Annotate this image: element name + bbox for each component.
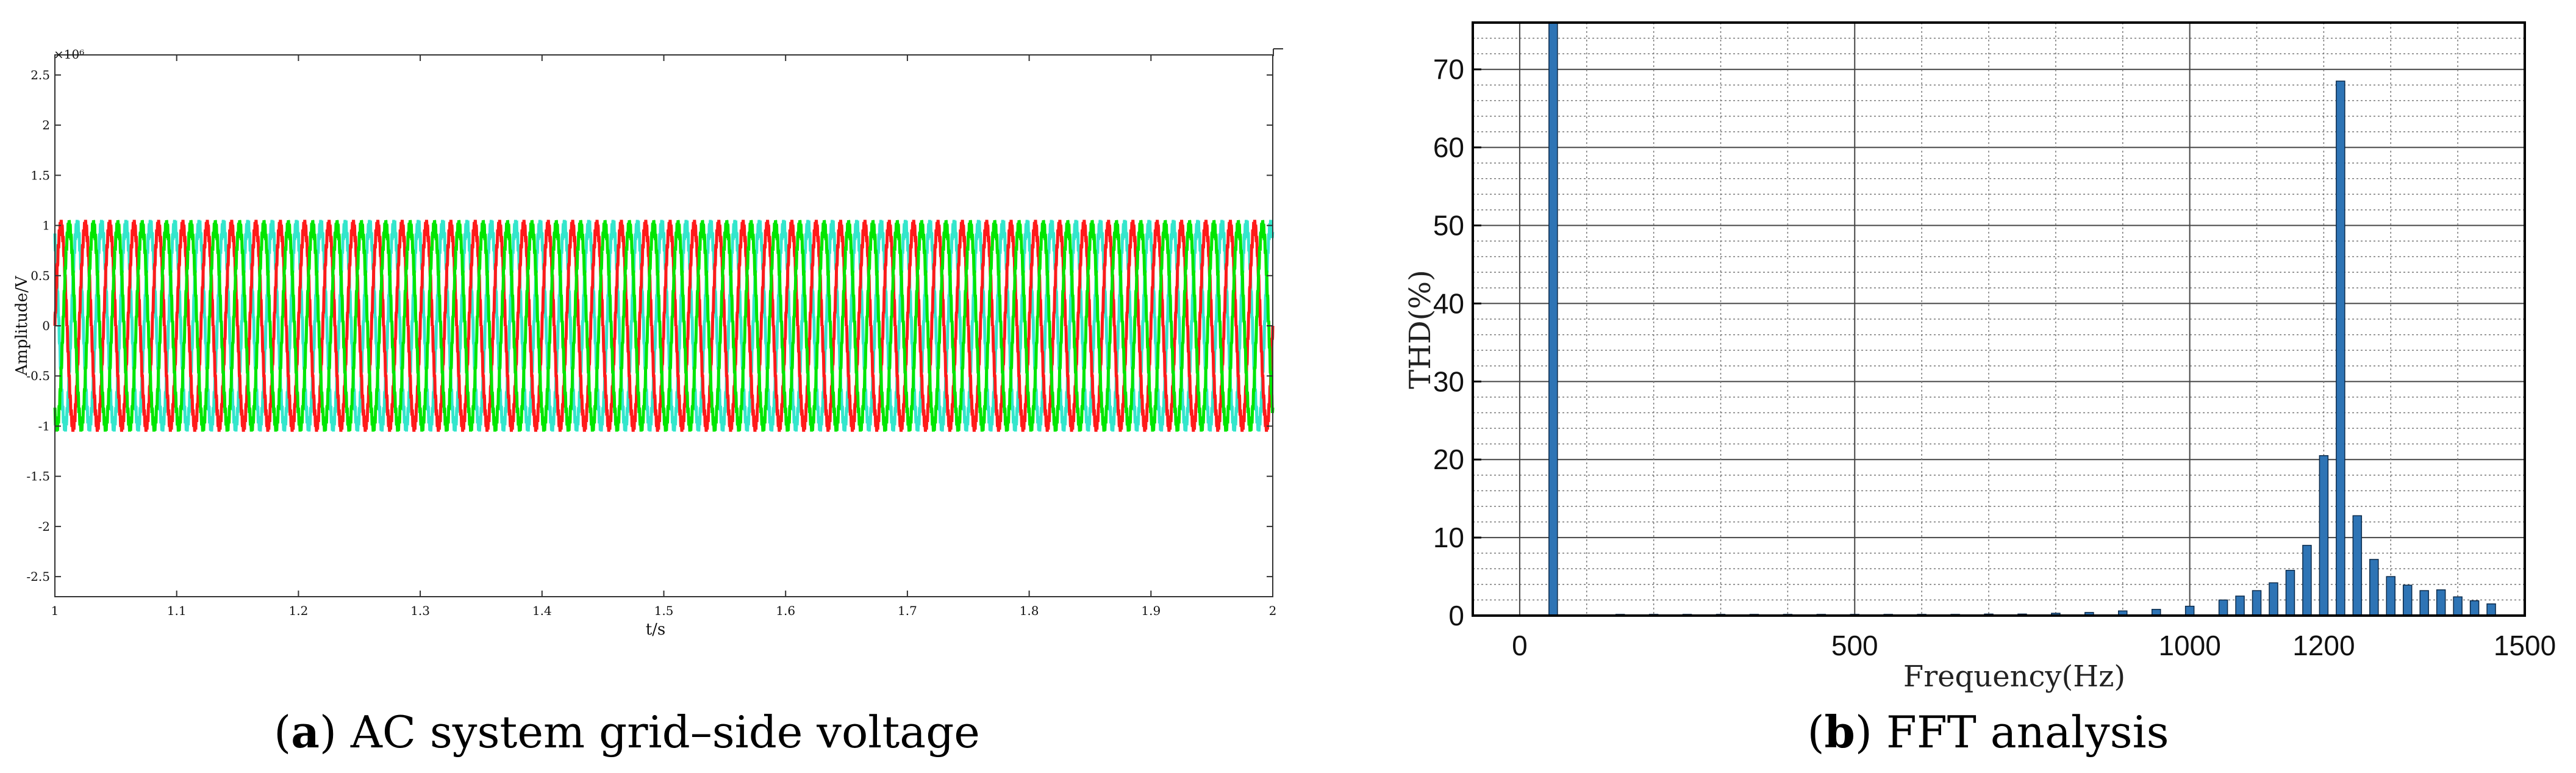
- voltage-phase-2-line: [53, 220, 1275, 432]
- fft-bar-1250hz: [2352, 515, 2363, 616]
- fft-y-tick-label: 30: [1433, 365, 1464, 397]
- caption-a-text: AC system grid–side voltage: [337, 706, 980, 758]
- voltage-y-tick-label: 2: [42, 118, 50, 132]
- fft-bar-1325hz: [2402, 584, 2413, 616]
- voltage-x-tick-label: 1.7: [898, 603, 917, 618]
- fft-x-tick-label: 1000: [2158, 630, 2220, 661]
- fft-y-tick-label: 50: [1433, 210, 1464, 242]
- fft-x-tick-label: 1500: [2494, 630, 2556, 661]
- caption-b-letter: b: [1825, 706, 1855, 758]
- voltage-x-tick-label: 1.8: [1020, 603, 1039, 618]
- fft-bar-1000hz: [2184, 605, 2195, 616]
- figure-corner-mark: [1273, 48, 1283, 56]
- fft-bar-1200hz: [2319, 455, 2329, 616]
- voltage-phase-1-line: [53, 220, 1275, 432]
- caption-a-letter: a: [291, 706, 320, 758]
- voltage-y-tick-label: 1.5: [30, 168, 50, 182]
- fft-x-axis-label: Frequency(Hz): [1903, 660, 2125, 694]
- fft-chart-frame: [1472, 21, 2526, 617]
- voltage-x-axis-label: t/s: [646, 620, 666, 639]
- fft-bar-50hz: [1548, 22, 1558, 616]
- fft-y-tick-label: 0: [1448, 600, 1464, 631]
- voltage-chart-ticks: 1 1.1 1.2 1.3 1.4 1.5 1.6 1.7 1.8 1.9 2 2.5 2 1.5 1 0.5…: [26, 55, 1276, 618]
- voltage-y-tick-label: -2: [38, 519, 50, 534]
- fft-x-tick-label: 500: [1831, 630, 1878, 661]
- fft-bar-1075hz: [2235, 595, 2245, 616]
- fft-bar-1375hz: [2436, 589, 2446, 616]
- voltage-y-tick-label: -1.5: [26, 469, 50, 484]
- voltage-y-tick-label: 1: [42, 218, 50, 233]
- caption-b-text: FFT analysis: [1872, 706, 2169, 758]
- voltage-y-tick-label: 2.5: [30, 68, 50, 82]
- fft-bar-1350hz: [2419, 590, 2429, 616]
- voltage-x-tick-label: 1.2: [288, 603, 308, 618]
- voltage-y-tick-label: -0.5: [26, 369, 50, 383]
- fft-y-tick-label: 70: [1433, 54, 1464, 85]
- voltage-waveform-group: [53, 220, 1275, 432]
- voltage-phase-3-line: [53, 220, 1275, 432]
- voltage-y-tick-label: 0.5: [30, 268, 50, 283]
- caption-a: (a) AC system grid–side voltage: [274, 706, 980, 758]
- voltage-x-tick-label: 2: [1269, 603, 1277, 618]
- fft-bar-1425hz: [2469, 600, 2480, 616]
- voltage-x-tick-label: 1.1: [167, 603, 187, 618]
- fft-chart-ticks: 0 500 1000 1200 1500 0 10 20 30 40 50 60 70: [1433, 54, 2556, 661]
- caption-b: (b) FFT analysis: [1807, 706, 2169, 758]
- fft-chart: 0 500 1000 1200 1500 0 10 20 30 40 50 60 70 Frequenc…: [1403, 21, 2556, 694]
- voltage-x-tick-label: 1.9: [1141, 603, 1161, 618]
- fft-x-tick-label: 0: [1512, 630, 1528, 661]
- fft-bar-1050hz: [2218, 599, 2228, 616]
- fft-bar-1100hz: [2252, 590, 2262, 616]
- fft-y-tick-label: 40: [1433, 287, 1464, 319]
- voltage-chart: 1 1.1 1.2 1.3 1.4 1.5 1.6 1.7 1.8 1.9 2 2.5 2 1.5 1 0.5…: [13, 47, 1283, 639]
- voltage-exponent-label: ×10⁶: [54, 47, 84, 62]
- fft-bar-1400hz: [2453, 596, 2463, 616]
- fft-y-tick-label: 10: [1433, 522, 1464, 553]
- fft-y-tick-label: 20: [1433, 444, 1464, 475]
- voltage-y-tick-label: -2.5: [26, 569, 50, 584]
- fft-y-axis-label: THD(%): [1403, 270, 1437, 389]
- fft-bar-1150hz: [2285, 570, 2295, 616]
- fft-y-tick-label: 60: [1433, 132, 1464, 164]
- fft-bar-1125hz: [2269, 582, 2278, 616]
- fft-bar-1300hz: [2386, 576, 2395, 616]
- fft-bar-1175hz: [2302, 545, 2312, 616]
- fft-x-tick-label: 1200: [2292, 630, 2355, 661]
- voltage-y-axis-label: Amplitude/V: [13, 275, 31, 376]
- fft-bar-1450hz: [2486, 603, 2496, 616]
- voltage-y-tick-label: 0: [42, 318, 50, 333]
- voltage-x-tick-label: 1.4: [532, 603, 552, 618]
- fft-grid: [1473, 23, 2525, 616]
- voltage-y-tick-label: -1: [38, 419, 50, 433]
- voltage-x-tick-label: 1.5: [654, 603, 674, 618]
- voltage-x-tick-label: 1.3: [410, 603, 430, 618]
- fft-bar-1275hz: [2369, 559, 2379, 616]
- voltage-x-tick-label: 1.6: [776, 603, 795, 618]
- voltage-x-tick-label: 1: [51, 603, 59, 618]
- fft-bar-1225hz: [2336, 81, 2345, 616]
